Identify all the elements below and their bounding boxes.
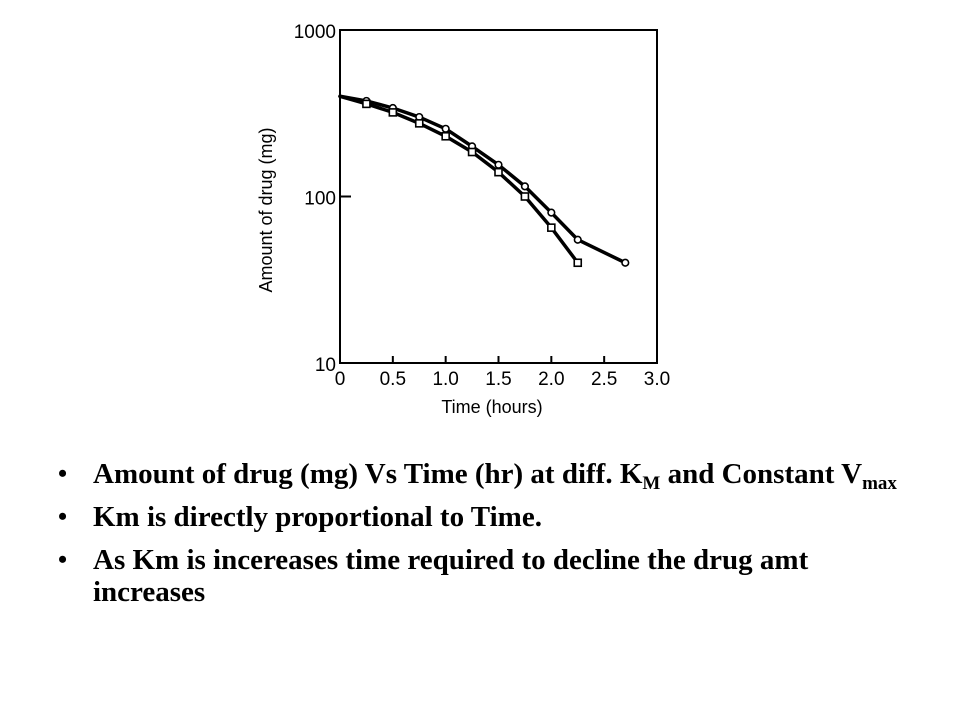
data-point-square <box>573 258 583 268</box>
data-point-circle <box>621 258 630 267</box>
subscript-text: max <box>862 473 897 494</box>
bullet-item: • Km is directly proportional to Time. <box>58 501 918 533</box>
bullet-text-segment: Amount of drug (mg) Vs Time (hr) at diff… <box>93 458 643 490</box>
x-tick-label: 1.5 <box>485 369 511 390</box>
bullet-dot-icon: • <box>58 502 68 531</box>
bullet-text-segment: As Km is incereases time required to dec… <box>93 544 809 608</box>
data-point-circle <box>573 235 582 244</box>
bullet-text-segment: and Constant V <box>660 458 863 490</box>
bullet-dot-icon: • <box>58 459 68 488</box>
y-axis-ticks: 10 100 1000 <box>294 22 351 376</box>
subscript-text: M <box>642 473 661 494</box>
y-axis-title: Amount of drug (mg) <box>256 127 276 292</box>
drug-amount-chart: 0 0.5 1.0 1.5 2.0 2.5 3.0 10 100 1000 Time (hour… <box>256 22 670 417</box>
data-point-square <box>414 119 424 128</box>
x-tick-label: 1.0 <box>432 369 458 390</box>
bullet-text: As Km is incereases time required to dec… <box>93 544 808 608</box>
data-point-square <box>441 131 450 141</box>
series-line-2 <box>338 94 580 265</box>
bullet-text-segment: Km is directly proportional to Time. <box>93 501 542 533</box>
data-point-circle <box>441 124 450 133</box>
bullet-list: • Amount of drug (mg) Vs Time (hr) at dif… <box>58 458 918 619</box>
data-point-square <box>388 108 398 117</box>
data-point-circle <box>494 160 503 169</box>
data-point-circle <box>547 208 556 217</box>
y-tick-label: 10 <box>315 355 336 376</box>
x-tick-label: 2.5 <box>591 369 617 390</box>
bullet-text: Km is directly proportional to Time. <box>93 501 542 533</box>
bullet-text: Amount of drug (mg) Vs Time (hr) at diff… <box>93 458 897 493</box>
y-tick-label: 1000 <box>294 22 336 43</box>
y-tick-label: 100 <box>304 189 336 210</box>
data-point-square <box>494 167 503 177</box>
x-tick-label: 0 <box>335 369 346 390</box>
series-line-1 <box>338 94 628 265</box>
bullet-item: • Amount of drug (mg) Vs Time (hr) at dif… <box>58 458 918 493</box>
data-point-square <box>362 99 371 109</box>
data-point-circle <box>520 182 530 191</box>
x-axis-title: Time (hours) <box>441 397 542 417</box>
bullet-item: • As Km is incereases time required to de… <box>58 544 918 608</box>
data-point-square <box>547 223 556 232</box>
plot-frame <box>339 29 658 364</box>
x-tick-label: 3.0 <box>644 369 670 390</box>
x-tick-label: 0.5 <box>380 369 406 390</box>
x-tick-label: 2.0 <box>538 369 564 390</box>
data-point-square <box>467 147 477 157</box>
data-point-square <box>520 192 530 201</box>
bullet-dot-icon: • <box>58 545 68 574</box>
chart-series <box>338 94 630 268</box>
x-axis-ticks: 0 0.5 1.0 1.5 2.0 2.5 3.0 <box>335 356 670 390</box>
